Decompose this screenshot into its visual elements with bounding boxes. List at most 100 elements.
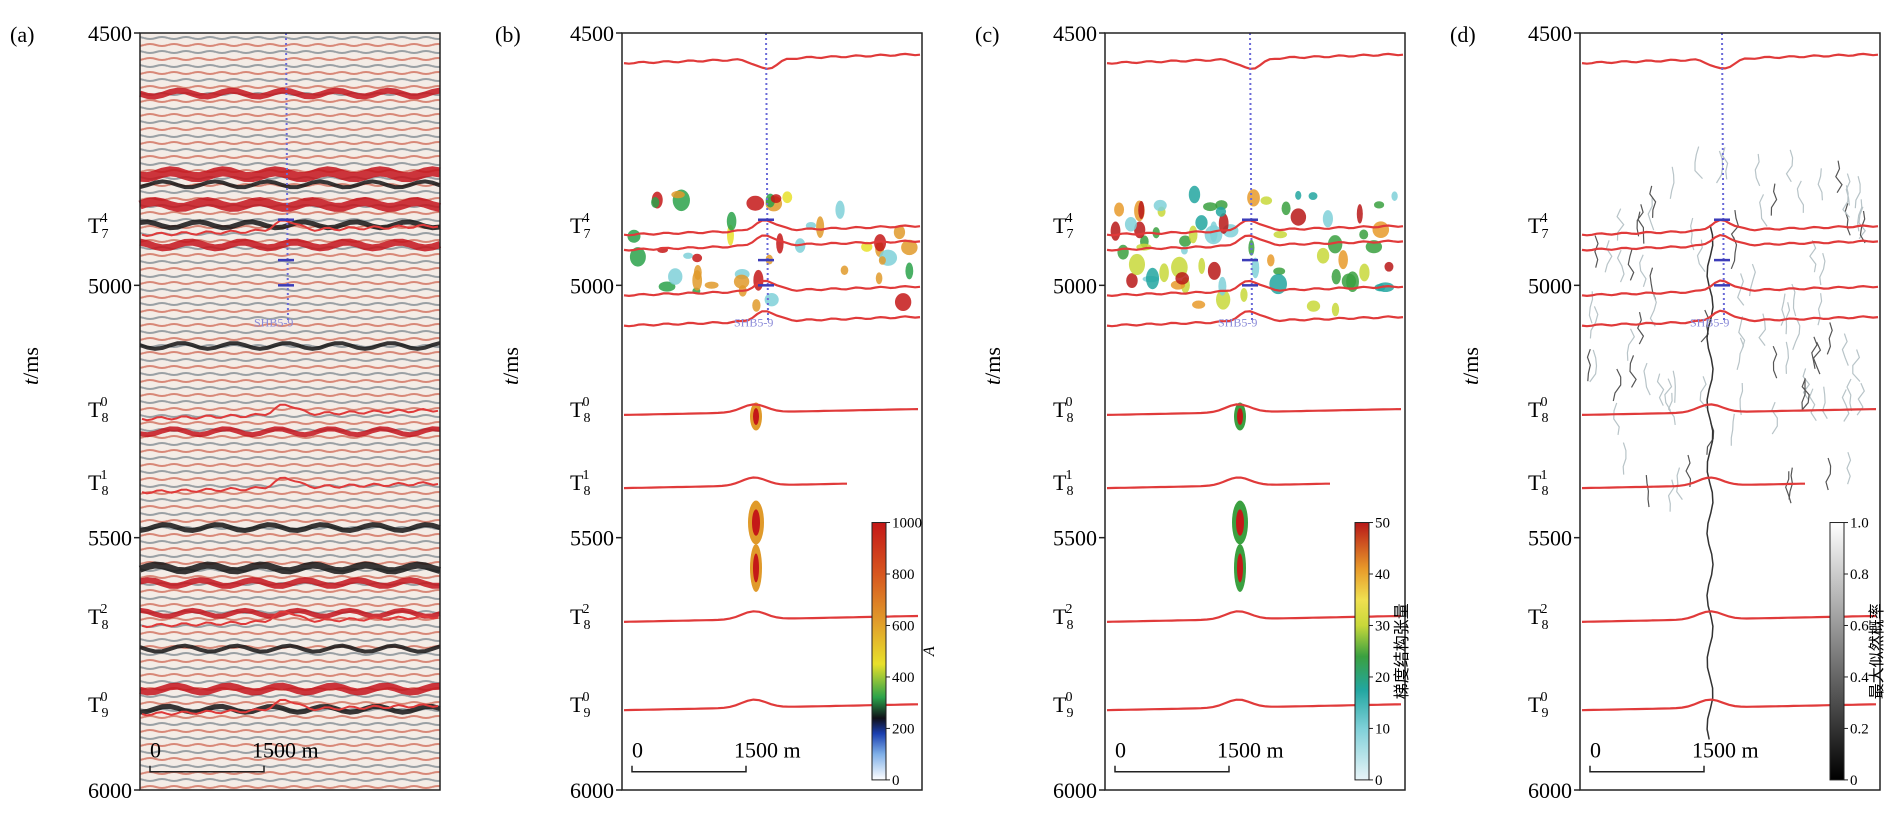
scale-bar-start: 0 [1590, 738, 1601, 763]
horizon-label-sub: 7 [101, 227, 108, 242]
panel-label: (c) [975, 22, 999, 47]
horizon-line [1581, 52, 1879, 70]
panel-d: (d)SHB5-94500500055006000t/msT74T80T81T8… [1450, 21, 1886, 803]
attribute-blob [1159, 263, 1169, 283]
fracture-trace [1699, 376, 1708, 409]
scale-bar-start: 0 [1115, 738, 1126, 763]
attribute-blob [1114, 202, 1125, 217]
attribute-blob [840, 265, 849, 276]
fracture-trace [1817, 168, 1823, 201]
horizon-label-sub: 7 [1541, 227, 1548, 242]
attribute-blob [1331, 302, 1340, 317]
fracture-trace [1649, 185, 1657, 218]
horizon-label-sup: 0 [582, 690, 589, 705]
colorbar-tick-label: 1.0 [1850, 516, 1869, 532]
horizon-label-sup: 4 [1540, 211, 1547, 226]
horizon-label-sub: 9 [583, 706, 590, 721]
fracture-trace [1594, 235, 1599, 268]
y-axis-label: t/ms [18, 347, 43, 385]
attribute-blob [1198, 257, 1206, 274]
fracture-trace [1858, 206, 1866, 240]
horizon-label-sup: 2 [1065, 602, 1072, 617]
y-axis-label: t/ms [498, 347, 523, 385]
attribute-blob [726, 211, 737, 231]
panel-b: (b)SHB5-94500500055006000t/msT74T80T81T8… [495, 21, 938, 803]
fracture-trace [1842, 185, 1850, 218]
y-axis-label: t/ms [980, 347, 1005, 385]
horizon-label-sub: 8 [1541, 618, 1548, 633]
attribute-blob [1218, 276, 1227, 296]
scale-bar-end: 1500 m [734, 738, 801, 763]
y-tick-label: 4500 [88, 21, 132, 46]
y-axis-label-var: t [980, 378, 1005, 385]
y-axis-label-var: t [498, 378, 523, 385]
horizon-line [623, 219, 921, 237]
attribute-blob [1240, 288, 1248, 302]
attribute-blob [1179, 235, 1192, 247]
fracture-trace [1636, 204, 1644, 237]
y-tick-label: 6000 [88, 778, 132, 803]
attribute-blob [1128, 253, 1145, 276]
fracture-trace [1785, 471, 1792, 504]
horizon-line [1581, 218, 1879, 237]
attribute-blob [905, 262, 914, 280]
anomaly-core [752, 509, 760, 536]
horizon-label-sub: 8 [583, 618, 590, 633]
colorbar-title: 梯度结构张量 [1393, 603, 1411, 699]
fracture-trace [1825, 457, 1832, 491]
scale-bar [149, 765, 265, 773]
horizon-label-sup: 2 [100, 602, 107, 617]
horizon-label-sub: 8 [1066, 484, 1073, 499]
y-tick-label: 5000 [570, 273, 614, 298]
fracture-trace [1627, 248, 1635, 281]
horizon-label-base: T [88, 470, 102, 495]
fracture-trace [1819, 252, 1826, 286]
fracture-trace [1792, 317, 1801, 351]
colorbar-tick-label: 600 [892, 618, 915, 634]
horizon-label-sup: 0 [582, 395, 589, 410]
attribute-blob [1273, 267, 1286, 275]
colorbar-tick-label: 0.6 [1850, 618, 1869, 634]
reflector [139, 87, 441, 100]
fracture-trace [1846, 378, 1853, 412]
y-axis-label-unit: /ms [980, 347, 1005, 379]
fracture-trace [1694, 146, 1703, 180]
anomaly-core [753, 408, 759, 425]
horizon-label-base: T [88, 604, 102, 629]
horizon-label: T82 [1053, 602, 1073, 633]
horizon-label-sup: 2 [1540, 602, 1547, 617]
horizon-label-base: T [570, 692, 584, 717]
horizon-label: T74 [1053, 211, 1073, 242]
y-tick-label: 5500 [1528, 526, 1572, 551]
horizon-line [1581, 309, 1879, 328]
attribute-blob [1316, 247, 1330, 264]
fracture-trace [1854, 176, 1861, 209]
horizon-label-base: T [570, 604, 584, 629]
fracture-trace [1629, 355, 1637, 388]
fracture-trace [1667, 479, 1675, 512]
horizon-label: T81 [1528, 468, 1548, 499]
fracture-trace [1647, 198, 1655, 231]
horizon-line [1106, 476, 1330, 490]
fracture-trace [1715, 150, 1724, 184]
attribute-blob [629, 247, 646, 267]
horizon-label-sub: 9 [1066, 706, 1073, 721]
fracture-trace [1669, 166, 1675, 199]
horizon-label-sup: 0 [1540, 395, 1547, 410]
attribute-blob [1203, 202, 1218, 212]
horizon-label-sup: 4 [100, 211, 107, 226]
attribute-blob [770, 194, 782, 204]
y-tick-label: 5000 [88, 273, 132, 298]
panel-label: (b) [495, 22, 521, 47]
horizon-line [141, 219, 439, 238]
fracture-trace [1626, 328, 1635, 361]
attribute-blob [1322, 210, 1333, 228]
horizon-label-sub: 8 [1541, 411, 1548, 426]
horizon-label-sub: 8 [1066, 618, 1073, 633]
fracture-trace [1637, 211, 1645, 244]
reflector [139, 426, 441, 438]
horizon-line [1581, 233, 1879, 252]
anomaly-core [1236, 509, 1244, 536]
fracture-trace [1841, 333, 1849, 366]
horizon-label-sup: 1 [1065, 468, 1072, 483]
